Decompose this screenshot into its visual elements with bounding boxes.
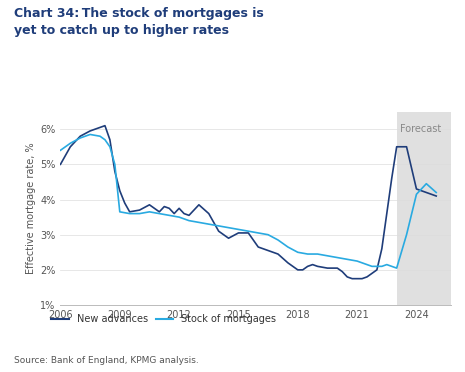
Text: Source: Bank of England, KPMG analysis.: Source: Bank of England, KPMG analysis. [14,356,199,365]
Text: Chart 34: The stock of mortgages is
yet to catch up to higher rates: Chart 34: The stock of mortgages is yet … [14,7,264,37]
Text: Forecast: Forecast [399,124,441,134]
Legend: New advances, Stock of mortgages: New advances, Stock of mortgages [51,314,276,324]
Bar [397,112,451,305]
Y-axis label: Effective mortgage rate, %: Effective mortgage rate, % [26,142,36,274]
